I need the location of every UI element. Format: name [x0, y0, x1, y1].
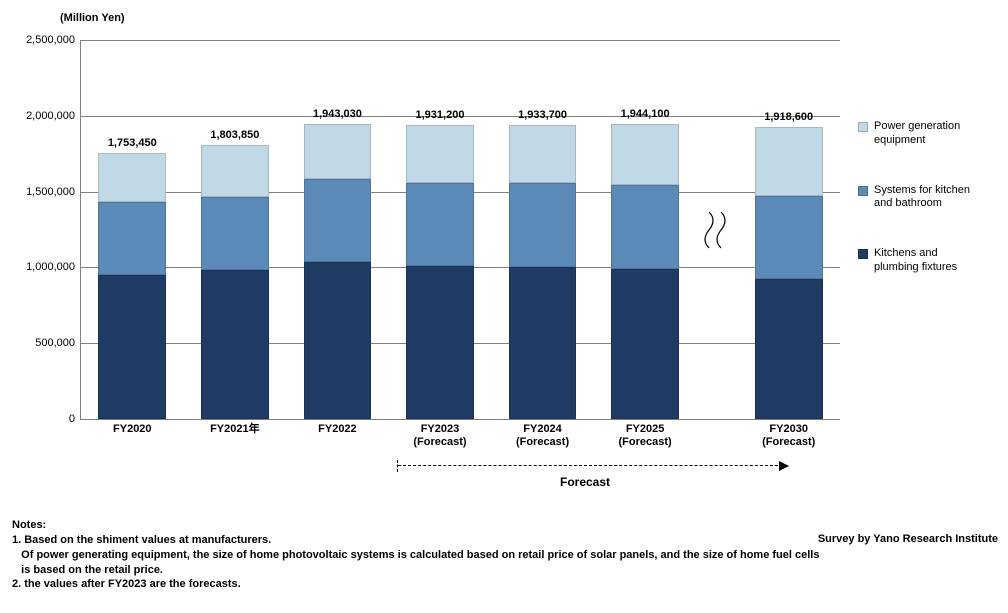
y-tick-label: 0	[69, 413, 75, 425]
y-tick-label: 1,500,000	[26, 186, 75, 198]
legend-swatch	[858, 122, 868, 132]
forecast-label: Forecast	[560, 475, 610, 489]
y-tick-label: 1,000,000	[26, 261, 75, 273]
bar-stack-fy2024: 1,933,700	[509, 125, 577, 419]
survey-attribution: Survey by Yano Research Institute	[818, 533, 998, 545]
bar-segment-systems	[611, 185, 679, 269]
bar-segment-kitchens	[611, 269, 679, 419]
legend-swatch	[858, 249, 868, 259]
bar-segment-kitchens	[98, 275, 166, 419]
bar-total-label: 1,933,700	[518, 109, 567, 121]
bar-total-label: 1,918,600	[764, 111, 813, 123]
bar-total-label: 1,944,100	[621, 108, 670, 120]
axis-break-icon	[696, 40, 737, 419]
bar-segment-kitchens	[406, 266, 474, 419]
bar-stack-fy2022: 1,943,030	[304, 124, 372, 419]
bar-segment-systems	[406, 183, 474, 267]
bar-segment-kitchens	[509, 267, 577, 419]
bar-segment-power_gen	[611, 124, 679, 185]
bar-segment-power_gen	[406, 125, 474, 182]
bar-segment-systems	[201, 197, 269, 270]
notes-line: 2. the values after FY2023 are the forec…	[12, 577, 819, 592]
legend-item-power_gen: Power generationequipment	[858, 120, 970, 148]
legend-item-kitchens: Kitchens andplumbing fixtures	[858, 247, 970, 275]
legend-label: Power generationequipment	[874, 120, 960, 148]
x-tick-label: FY2024(Forecast)	[516, 423, 569, 449]
bar-slot: 1,918,600FY2030(Forecast)	[737, 40, 840, 419]
bar-total-label: 1,803,850	[210, 129, 259, 141]
bar-stack-fy2025: 1,944,100	[611, 124, 679, 419]
forecast-arrow	[398, 465, 788, 466]
bar-segment-systems	[509, 183, 577, 267]
bar-segment-power_gen	[201, 145, 269, 197]
y-axis-title: (Million Yen)	[60, 12, 125, 24]
y-tick-label: 2,000,000	[26, 110, 75, 122]
bar-segment-kitchens	[201, 270, 269, 419]
notes: Notes:1. Based on the shiment values at …	[12, 518, 819, 592]
notes-line: 1. Based on the shiment values at manufa…	[12, 533, 819, 548]
y-tick-label: 500,000	[35, 337, 75, 349]
bar-segment-power_gen	[509, 125, 577, 183]
x-tick-label: FY2023(Forecast)	[413, 423, 466, 449]
bar-segment-systems	[98, 202, 166, 276]
bar-slot: 1,943,030FY2022	[286, 40, 389, 419]
bar-total-label: 1,931,200	[416, 109, 465, 121]
bar-segment-kitchens	[755, 279, 823, 419]
chart-container: (Million Yen) 0500,0001,000,0001,500,000…	[10, 10, 998, 603]
bar-segment-power_gen	[98, 153, 166, 202]
legend-label: Systems for kitchenand bathroom	[874, 184, 970, 212]
bar-stack-fy2020: 1,753,450	[98, 153, 166, 420]
legend-item-systems: Systems for kitchenand bathroom	[858, 184, 970, 212]
bar-stack-fy2023: 1,931,200	[406, 125, 474, 419]
bar-segment-kitchens	[304, 262, 372, 419]
bar-slot: 1,753,450FY2020	[81, 40, 184, 419]
bar-total-label: 1,943,030	[313, 108, 362, 120]
x-tick-label: FY2030(Forecast)	[762, 423, 815, 449]
x-tick-label: FY2025(Forecast)	[619, 423, 672, 449]
notes-heading: Notes:	[12, 518, 819, 533]
bar-stack-fy2021: 1,803,850	[201, 145, 269, 419]
bar-slot: 1,931,200FY2023(Forecast)	[389, 40, 492, 419]
bars-row: 1,753,450FY20201,803,850FY2021年1,943,030…	[81, 40, 840, 419]
bar-segment-power_gen	[755, 127, 823, 195]
bar-slot: 1,803,850FY2021年	[184, 40, 287, 419]
legend-swatch	[858, 186, 868, 196]
bar-stack-fy2030: 1,918,600	[755, 127, 823, 419]
bar-segment-power_gen	[304, 124, 372, 179]
bar-total-label: 1,753,450	[108, 137, 157, 149]
legend-label: Kitchens andplumbing fixtures	[874, 247, 957, 275]
x-tick-label: FY2022	[318, 423, 357, 436]
bar-segment-systems	[755, 196, 823, 279]
notes-line: is based on the retail price.	[12, 563, 819, 578]
bar-segment-systems	[304, 179, 372, 262]
bar-slot: 1,944,100FY2025(Forecast)	[594, 40, 697, 419]
notes-line: Of power generating equipment, the size …	[12, 548, 819, 563]
y-tick-label: 2,500,000	[26, 34, 75, 46]
plot-area: 0500,0001,000,0001,500,0002,000,0002,500…	[80, 40, 840, 420]
x-tick-label: FY2021年	[210, 423, 260, 436]
x-tick-label: FY2020	[113, 423, 152, 436]
legend: Power generationequipment Systems for kit…	[858, 120, 970, 275]
bar-slot: 1,933,700FY2024(Forecast)	[491, 40, 594, 419]
